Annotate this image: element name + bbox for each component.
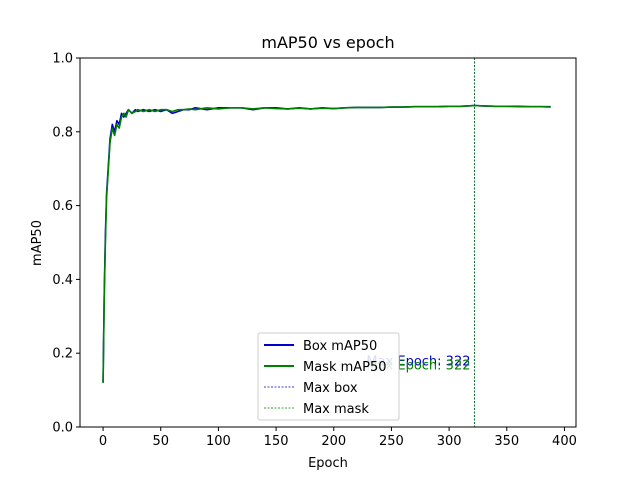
x-tick-label: 0 [99, 434, 107, 449]
x-tick-label: 250 [379, 434, 404, 449]
x-tick-label: 150 [264, 434, 289, 449]
x-tick-label: 350 [494, 434, 519, 449]
legend-box [257, 332, 400, 421]
x-tick-label: 400 [552, 434, 577, 449]
legend-label: Box mAP50 [303, 339, 377, 354]
y-tick-label: 0.6 [52, 199, 73, 214]
legend-label: Max mask [303, 402, 369, 417]
series-line-mask-map50 [102, 104, 551, 383]
y-tick-label: 0.4 [52, 273, 73, 288]
legend-label: Max box [303, 381, 358, 396]
y-tick-label: 0.2 [52, 347, 73, 362]
x-tick-label: 300 [437, 434, 462, 449]
x-axis-label: Epoch [308, 456, 348, 471]
y-tick-label: 0.8 [52, 125, 73, 140]
y-tick-label: 1.0 [52, 52, 73, 67]
legend-label: Mask mAP50 [303, 360, 387, 375]
y-tick-label: 0.0 [52, 421, 73, 436]
axes-frame [79, 57, 577, 428]
x-tick-label: 100 [206, 434, 231, 449]
chart-title: mAP50 vs epoch [261, 33, 394, 52]
y-axis-label: mAP50 [30, 220, 45, 266]
x-tick-label: 50 [152, 434, 169, 449]
x-tick-label: 200 [321, 434, 346, 449]
